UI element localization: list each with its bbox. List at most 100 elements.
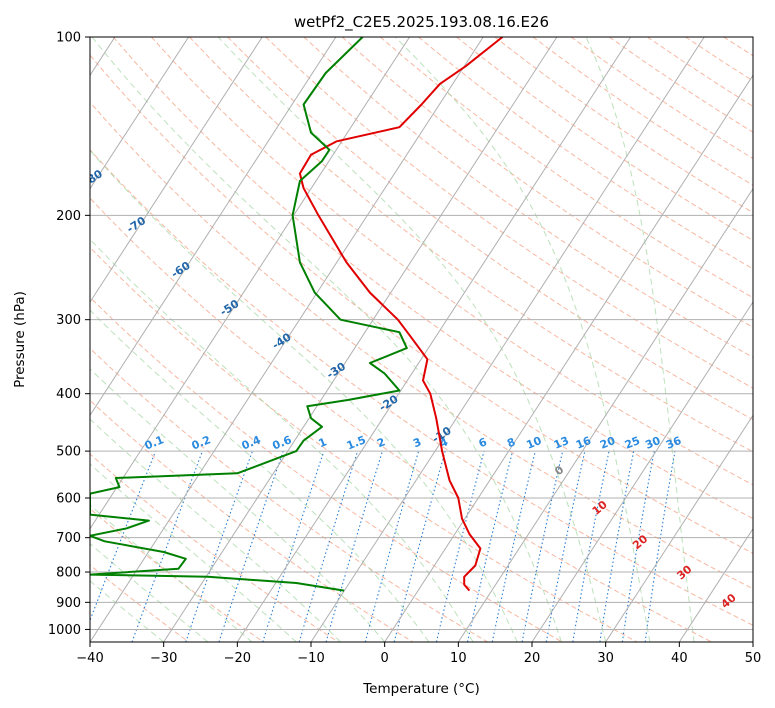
- mixing-ratio-line: [218, 450, 284, 642]
- y-axis: 100 200 300 400 500 600 700 800 900 1000: [48, 31, 90, 638]
- isotherm: [236, 37, 632, 642]
- mixing-ratio-label: 10: [524, 434, 543, 452]
- isotherm: [457, 187, 753, 642]
- y-tick-label: 300: [56, 313, 81, 328]
- dry-adiabat: [265, 37, 753, 389]
- dry-adiabat: [90, 149, 753, 626]
- mixing-ratio-label: 30: [643, 434, 662, 452]
- dry-adiabat: [90, 246, 638, 642]
- mixing-ratio-label: 6: [477, 435, 489, 450]
- mixing-ratio-label: 13: [552, 434, 571, 452]
- moist-adiabat: [90, 418, 341, 642]
- y-tick-label: 100: [56, 31, 81, 46]
- dry-adiabat: [570, 37, 753, 160]
- mixing-ratio-line: [90, 450, 157, 622]
- mixing-ratio-label: 20: [598, 434, 617, 452]
- x-axis: −40 −30 −20 −10 0 10 20 30 40 50: [76, 642, 761, 666]
- x-tick-label: −20: [224, 651, 251, 666]
- isotherm: [605, 414, 753, 642]
- y-tick-label: 900: [56, 596, 81, 611]
- dry-adiabat: [341, 37, 753, 328]
- dewpoint-profile: [90, 37, 408, 592]
- x-axis-label: Temperature (°C): [362, 681, 480, 697]
- mixing-ratio-label: 25: [623, 434, 642, 452]
- moist-adiabat: [90, 309, 430, 642]
- mixing-ratio-line: [599, 450, 635, 642]
- isotherm: [163, 37, 558, 642]
- dry-adiabat: [90, 508, 264, 642]
- x-tick-label: 50: [745, 651, 762, 666]
- mixing-ratio-line: [545, 450, 586, 642]
- mixing-ratio-line: [466, 450, 514, 642]
- mixing-ratio-line: [364, 450, 420, 642]
- y-tick-label: 200: [56, 209, 81, 224]
- mixing-ratio-label: 1: [317, 435, 329, 450]
- dry-adiabat: [647, 37, 753, 107]
- isotherm: [310, 37, 705, 642]
- y-axis-label: Pressure (hPa): [12, 291, 28, 388]
- moist-adiabat: [90, 504, 253, 642]
- x-tick-label: 0: [381, 651, 389, 666]
- dry-adiabat: [723, 37, 753, 57]
- dry-adiabat-label: 30: [674, 562, 694, 582]
- isoline-labels: 0.1 0.2 0.4 0.6 1 1.5 2 3 4 6 8 10 13 16 20 25 30 36-100-…: [0, 68, 739, 611]
- plot-frame: [89, 36, 754, 643]
- x-tick-label: −10: [297, 651, 324, 666]
- mixing-ratio-label: 0.1: [143, 433, 166, 452]
- moist-adiabat: [90, 542, 209, 642]
- mixing-ratio-line: [262, 450, 325, 642]
- isotherm: [752, 641, 753, 642]
- x-tick-label: 10: [450, 651, 467, 666]
- isotherm: [90, 37, 337, 417]
- mixing-ratio-line: [644, 451, 676, 642]
- isotherm: [531, 301, 753, 642]
- mixing-ratio-label: 8: [505, 435, 517, 450]
- temperature-profile: [298, 37, 504, 592]
- dry-adiabat: [112, 37, 753, 520]
- x-tick-label: 30: [597, 651, 614, 666]
- isotherm-label: -90: [39, 119, 63, 141]
- isotherm-label: -100: [0, 68, 24, 94]
- dry-adiabat: [90, 296, 563, 642]
- dry-adiabat: [90, 347, 488, 642]
- dry-adiabat: [494, 37, 753, 214]
- isotherm: [90, 37, 263, 303]
- dry-adiabat: [303, 37, 753, 358]
- dry-adiabat: [227, 37, 753, 421]
- y-tick-label: 500: [56, 445, 81, 460]
- x-tick-label: 20: [524, 651, 541, 666]
- moist-adiabat: [90, 238, 474, 642]
- mixing-ratio-line: [131, 450, 204, 642]
- background-lines: [90, 37, 753, 642]
- mixing-ratio-line: [298, 450, 359, 642]
- mixing-ratio-label: 2: [375, 435, 387, 450]
- moist-adiabat: [585, 37, 695, 642]
- dry-adiabat-label: 40: [719, 591, 739, 611]
- y-tick-label: 700: [56, 531, 81, 546]
- dry-adiabat-label: 10: [590, 498, 610, 518]
- sounding-profiles: [90, 37, 504, 592]
- dry-adiabat: [90, 101, 753, 590]
- moist-adiabat: [217, 37, 607, 642]
- isotherm: [384, 74, 753, 642]
- mixing-ratio-label: 0.2: [190, 433, 213, 452]
- x-tick-label: −40: [76, 651, 103, 666]
- dry-adiabat: [685, 37, 753, 82]
- mixing-ratio-label: 1.5: [345, 433, 368, 452]
- y-tick-label: 800: [56, 566, 81, 581]
- mixing-ratio-label: 0.4: [240, 433, 263, 452]
- chart-title: wetPf2_C2E5.2025.193.08.16.E26: [294, 13, 549, 32]
- mixing-ratio-line: [393, 450, 446, 642]
- mixing-ratio-line: [491, 450, 536, 642]
- isotherm: [90, 37, 190, 190]
- dry-adiabat: [90, 54, 753, 554]
- x-tick-label: −30: [150, 651, 177, 666]
- mixing-ratio-label: 3: [411, 435, 423, 450]
- moist-adiabat: [90, 580, 165, 642]
- dry-adiabat: [90, 564, 190, 642]
- mixing-ratio-label: 36: [664, 434, 683, 452]
- mixing-ratio-line: [325, 450, 383, 642]
- mixing-ratio-line: [435, 450, 485, 642]
- mixing-ratio-line: [185, 450, 254, 642]
